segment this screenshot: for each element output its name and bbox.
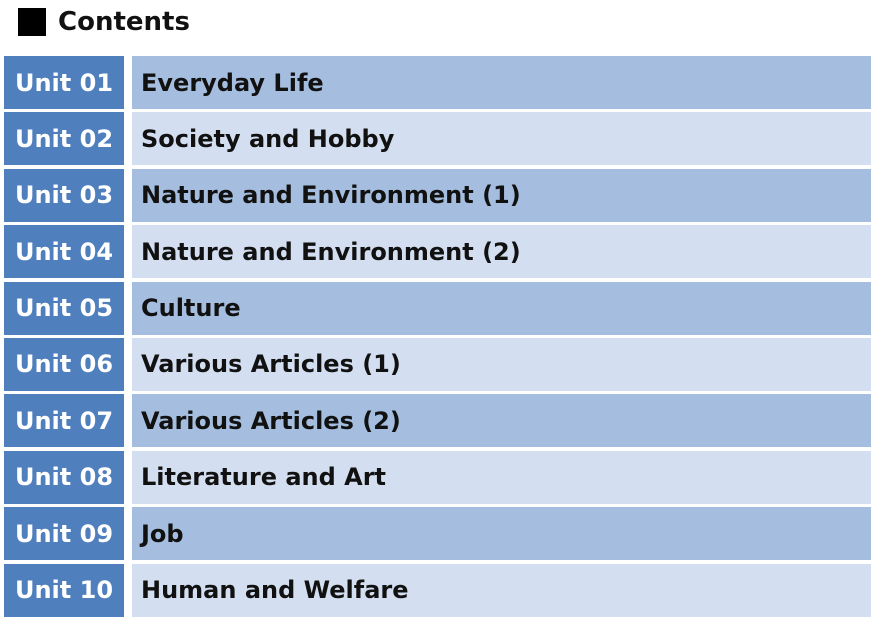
table-row: Unit 09 Job <box>4 507 871 561</box>
heading-text: Contents <box>58 7 190 37</box>
table-row: Unit 08 Literature and Art <box>4 450 871 504</box>
heading: Contents <box>18 4 190 40</box>
unit-title: Various Articles (1) <box>132 337 871 391</box>
unit-title: Human and Welfare <box>132 563 871 617</box>
table-row: Unit 07 Various Articles (2) <box>4 394 871 448</box>
unit-title: Job <box>132 507 871 561</box>
heading-icon <box>18 8 46 36</box>
table-row: Unit 01 Everyday Life <box>4 56 871 109</box>
unit-label: Unit 01 <box>4 56 124 109</box>
table-row: Unit 02 Society and Hobby <box>4 112 871 166</box>
table-row: Unit 10 Human and Welfare <box>4 563 871 617</box>
unit-label: Unit 09 <box>4 507 124 561</box>
unit-label: Unit 02 <box>4 112 124 166</box>
unit-title: Nature and Environment (1) <box>132 168 871 222</box>
unit-label: Unit 08 <box>4 450 124 504</box>
unit-label: Unit 04 <box>4 225 124 279</box>
unit-label: Unit 07 <box>4 394 124 448</box>
unit-title: Everyday Life <box>132 56 871 109</box>
table-row: Unit 05 Culture <box>4 281 871 335</box>
unit-label: Unit 03 <box>4 168 124 222</box>
table-row: Unit 03 Nature and Environment (1) <box>4 168 871 222</box>
unit-label: Unit 05 <box>4 281 124 335</box>
unit-title: Culture <box>132 281 871 335</box>
unit-title: Literature and Art <box>132 450 871 504</box>
contents-table: Unit 01 Everyday Life Unit 02 Society and H… <box>4 56 871 620</box>
unit-title: Various Articles (2) <box>132 394 871 448</box>
table-row: Unit 04 Nature and Environment (2) <box>4 225 871 279</box>
unit-label: Unit 06 <box>4 337 124 391</box>
table-row: Unit 06 Various Articles (1) <box>4 337 871 391</box>
unit-label: Unit 10 <box>4 563 124 617</box>
unit-title: Nature and Environment (2) <box>132 225 871 279</box>
unit-title: Society and Hobby <box>132 112 871 166</box>
